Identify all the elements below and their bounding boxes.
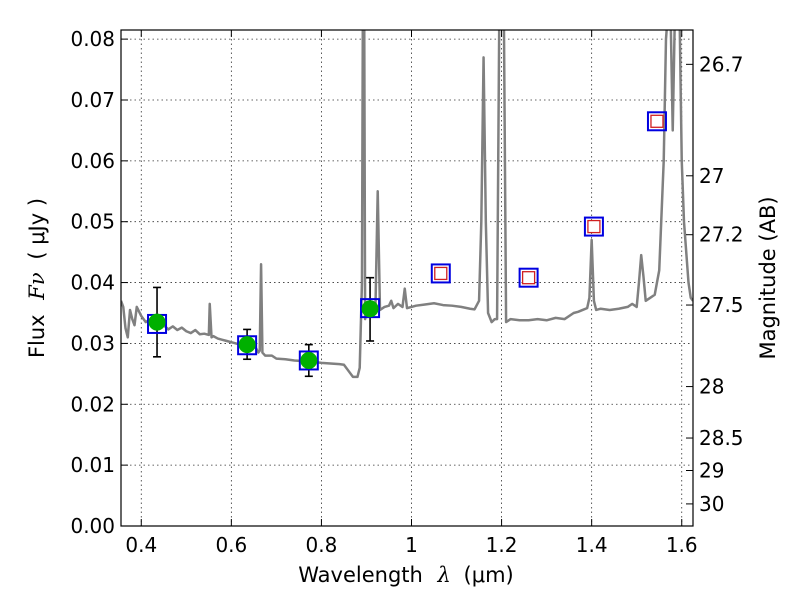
model-box xyxy=(298,350,319,371)
observed-point xyxy=(148,313,166,331)
mag-tick-label: 27 xyxy=(699,164,724,188)
x-tick-label: 1 xyxy=(405,533,418,557)
y-tick-label: 0.00 xyxy=(70,514,115,538)
y-tick-label: 0.03 xyxy=(70,331,115,355)
y-tick-label: 0.01 xyxy=(70,453,115,477)
model-box-layer xyxy=(147,111,667,371)
x-tick-label: 0.6 xyxy=(215,533,247,557)
mag-tick-label: 26.7 xyxy=(699,52,744,76)
y-tick-label: 0.05 xyxy=(70,210,115,234)
mag-tick-label: 29 xyxy=(699,458,724,482)
x-tick-label: 1.4 xyxy=(576,533,608,557)
magnitude-axis-label: Magnitude (AB) xyxy=(756,196,780,359)
mag-tick-label: 30 xyxy=(699,492,724,516)
x-tick-label: 1.6 xyxy=(666,533,698,557)
spectrum-layer xyxy=(121,30,693,379)
y-axis-ticks: 0.00 0.01 0.02 0.03 0.04 0.05 0.06 0.07 0.08 xyxy=(70,27,128,538)
mag-tick-label: 28.5 xyxy=(699,426,744,450)
observed-point xyxy=(238,336,256,354)
plot-frame xyxy=(120,29,694,527)
x-tick-label: 1.2 xyxy=(486,533,518,557)
y-tick-label: 0.08 xyxy=(70,27,115,51)
y-axis-label: Flux Fν ( μJy ) xyxy=(25,198,49,358)
mag-tick-label: 27.5 xyxy=(699,293,744,317)
y-tick-label: 0.07 xyxy=(70,88,115,112)
mag-tick-label: 27.2 xyxy=(699,223,744,247)
model-box xyxy=(430,263,451,284)
x-tick-label: 0.8 xyxy=(306,533,338,557)
predicted-marker xyxy=(521,271,536,285)
predicted-marker-layer xyxy=(434,114,664,285)
predicted-marker xyxy=(587,219,601,234)
magnitude-axis-ticks: 26.7 27 27.2 27.5 28 28.5 29 30 xyxy=(686,52,744,516)
observed-point-layer xyxy=(148,300,379,369)
y-tick-label: 0.04 xyxy=(70,271,115,295)
y-tick-label: 0.06 xyxy=(70,149,115,173)
x-axis-label: Wavelength λ (μm) xyxy=(298,563,513,587)
model-box xyxy=(646,111,667,132)
predicted-marker xyxy=(434,266,448,281)
observed-point xyxy=(361,300,379,318)
model-box xyxy=(518,267,539,288)
y-tick-label: 0.02 xyxy=(70,392,115,416)
grid xyxy=(121,30,693,526)
predicted-marker xyxy=(650,114,664,128)
x-axis-ticks: 0.4 0.6 0.8 1 1.2 1.4 1.6 xyxy=(125,30,698,557)
errorbar-layer xyxy=(153,276,375,378)
x-tick-label: 0.4 xyxy=(125,533,157,557)
spectrum-line xyxy=(121,30,693,379)
model-box xyxy=(583,216,604,237)
observed-point xyxy=(300,351,318,369)
mag-tick-label: 28 xyxy=(699,375,724,399)
